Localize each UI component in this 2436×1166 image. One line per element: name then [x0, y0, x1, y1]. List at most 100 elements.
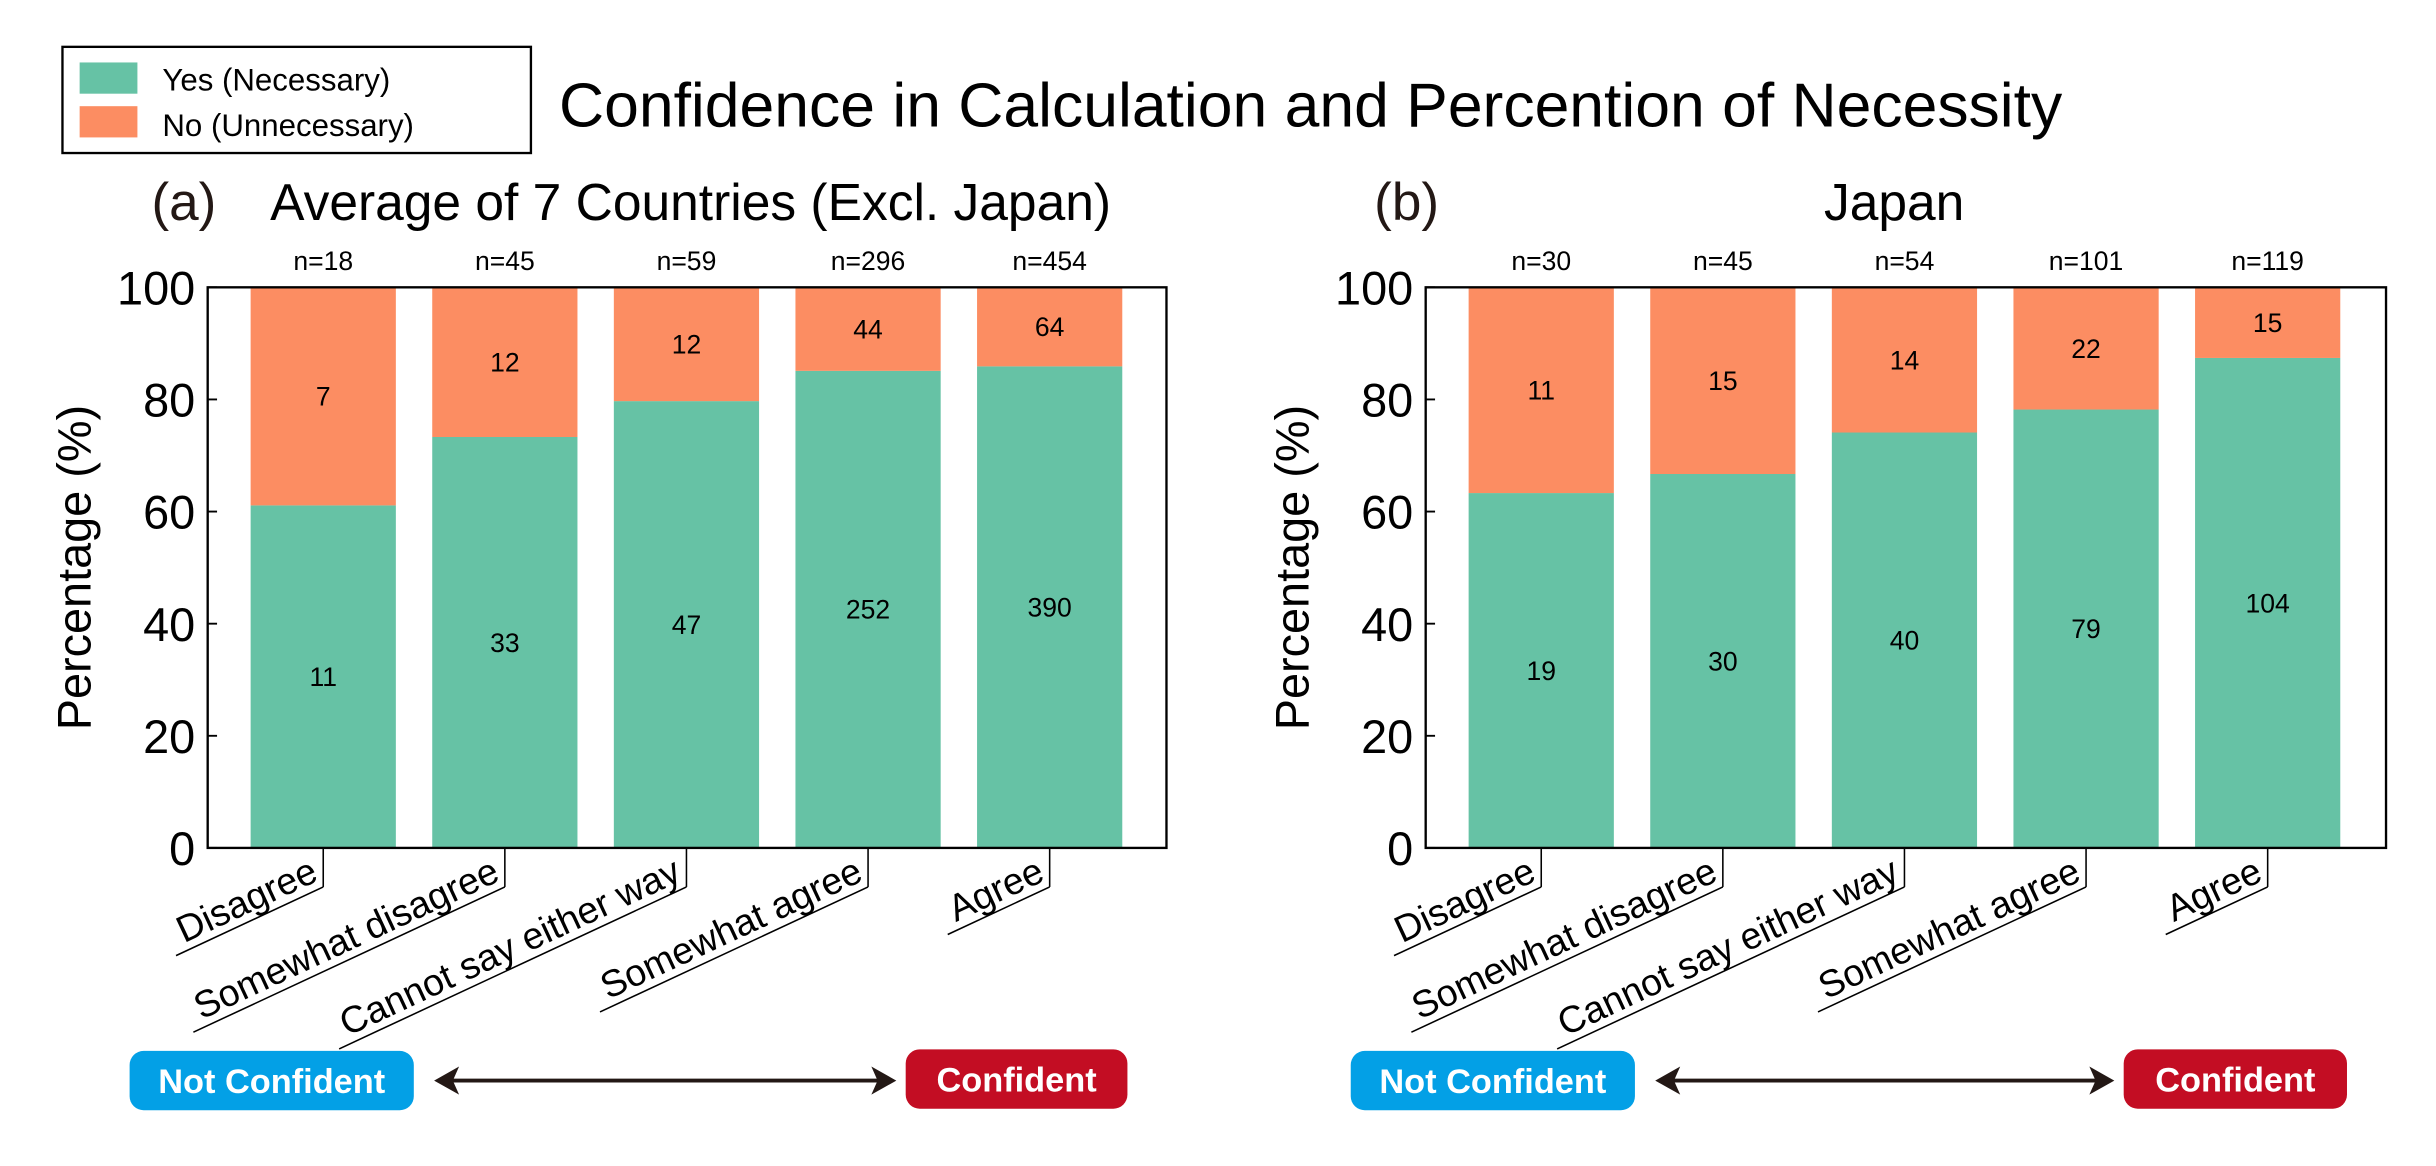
panel-title: Japan [1824, 173, 1964, 231]
tick-underline [599, 886, 869, 1013]
y-tick-label: 40 [1361, 599, 1413, 651]
legend-label-no: No (Unnecessary) [162, 108, 414, 143]
y-tick-label: 20 [143, 711, 195, 763]
bar-no [1831, 287, 1978, 433]
n-label: n=18 [293, 246, 353, 276]
legend-label-yes: Yes (Necessary) [162, 63, 390, 98]
data-label-yes: 390 [1028, 593, 1072, 623]
confident-label: Confident [2155, 1062, 2316, 1100]
data-label-yes: 30 [1708, 646, 1738, 676]
x-tick-label: Agree [941, 849, 1049, 929]
panel-label: (b) [1374, 173, 1439, 232]
legend: Yes (Necessary) No (Unnecessary) [61, 45, 533, 155]
data-label-no: 7 [316, 382, 331, 412]
data-label-yes: 47 [672, 610, 702, 640]
bar-no [795, 287, 941, 371]
bar-no [250, 287, 396, 506]
tick-underline [1393, 886, 1542, 957]
bar-yes [2195, 357, 2341, 848]
bar-yes [1468, 493, 1614, 848]
bar-yes [977, 366, 1123, 848]
bar-yes [250, 505, 396, 848]
data-label-yes: 104 [2246, 588, 2290, 618]
bar-yes [1650, 474, 1796, 848]
y-tick-label: 80 [143, 375, 195, 427]
confident-badge [905, 1049, 1128, 1109]
panel-title: Average of 7 Countries (Excl. Japan) [270, 173, 1111, 231]
legend-swatch-yes [79, 62, 138, 94]
bar-no [2013, 287, 2159, 410]
data-label-no: 15 [1708, 366, 1738, 396]
bar-no [977, 287, 1123, 367]
arrow-head-left-icon [434, 1066, 460, 1095]
n-label: n=59 [657, 246, 717, 276]
confident-label: Confident [936, 1062, 1097, 1100]
n-label: n=454 [1012, 246, 1087, 276]
y-axis-label: Percentage (%) [1267, 405, 1319, 730]
bar-no [613, 287, 760, 402]
bar-no [1468, 287, 1614, 494]
y-tick-label: 100 [117, 262, 195, 314]
bar-no [1650, 287, 1796, 474]
panel-a: (a) Average of 7 Countries (Excl. Japan) 1… [49, 173, 1168, 1111]
not-confident-badge [129, 1050, 414, 1111]
data-label-no: 64 [1035, 312, 1065, 342]
y-tick-label: 0 [1387, 823, 1413, 875]
tick-underline [193, 886, 506, 1033]
y-tick-label: 0 [169, 823, 195, 875]
panel-label: (a) [151, 173, 216, 232]
n-label: n=45 [475, 246, 535, 276]
data-label-yes: 40 [1890, 626, 1920, 656]
bar-yes [1831, 432, 1978, 848]
data-label-yes: 33 [490, 628, 520, 658]
bar-yes [795, 370, 941, 848]
n-label: n=54 [1875, 246, 1935, 276]
bar-yes [432, 437, 578, 848]
panel-b: (b) Japan1911n=30Disagree3015n=45Somewhat… [1267, 173, 2388, 1111]
tick-underline [175, 886, 324, 957]
y-tick-label: 20 [1361, 711, 1413, 763]
n-label: n=45 [1693, 246, 1753, 276]
not-confident-label: Not Confident [1379, 1063, 1607, 1101]
legend-swatch-no [79, 106, 138, 138]
not-confident-badge [1350, 1050, 1635, 1111]
figure-title: Confidence in Calculation and Percention… [559, 70, 2063, 140]
n-label: n=30 [1511, 246, 1571, 276]
plot-frame [206, 286, 1168, 850]
data-label-yes: 11 [309, 662, 337, 692]
data-label-yes: 252 [846, 595, 890, 625]
tick-underline [1556, 886, 1905, 1050]
n-label: n=119 [2231, 246, 2304, 276]
bar-no [2195, 287, 2341, 358]
arrow-head-right-icon [2089, 1066, 2115, 1095]
tick-underline [947, 886, 1050, 936]
y-tick-label: 60 [143, 487, 195, 539]
tick-underline [338, 886, 687, 1050]
data-label-no: 12 [490, 348, 520, 378]
data-label-yes: 79 [2071, 614, 2101, 644]
y-tick-label: 60 [1361, 487, 1413, 539]
tick-underline [1411, 886, 1724, 1033]
plot-frame [1424, 286, 2388, 850]
data-label-no: 11 [1527, 376, 1555, 406]
bar-yes [613, 401, 760, 848]
data-label-no: 12 [672, 330, 702, 360]
arrow-head-right-icon [871, 1066, 897, 1095]
data-label-no: 14 [1890, 345, 1920, 375]
y-axis-label: Percentage (%) [49, 405, 101, 730]
arrow-head-left-icon [1655, 1066, 1681, 1095]
x-tick-label: Cannot say either way [1551, 849, 1905, 1044]
data-label-yes: 19 [1526, 656, 1556, 686]
bar-yes [2013, 409, 2159, 848]
legend-box [61, 45, 533, 155]
x-tick-label: Agree [2159, 849, 2267, 929]
n-label: n=296 [831, 246, 906, 276]
tick-underline [1817, 886, 2087, 1013]
not-confident-label: Not Confident [158, 1063, 386, 1101]
y-tick-label: 40 [143, 599, 195, 651]
tick-underline [2165, 886, 2268, 936]
confident-badge [2123, 1049, 2347, 1109]
y-tick-label: 80 [1361, 375, 1413, 427]
bar-no [432, 287, 578, 438]
